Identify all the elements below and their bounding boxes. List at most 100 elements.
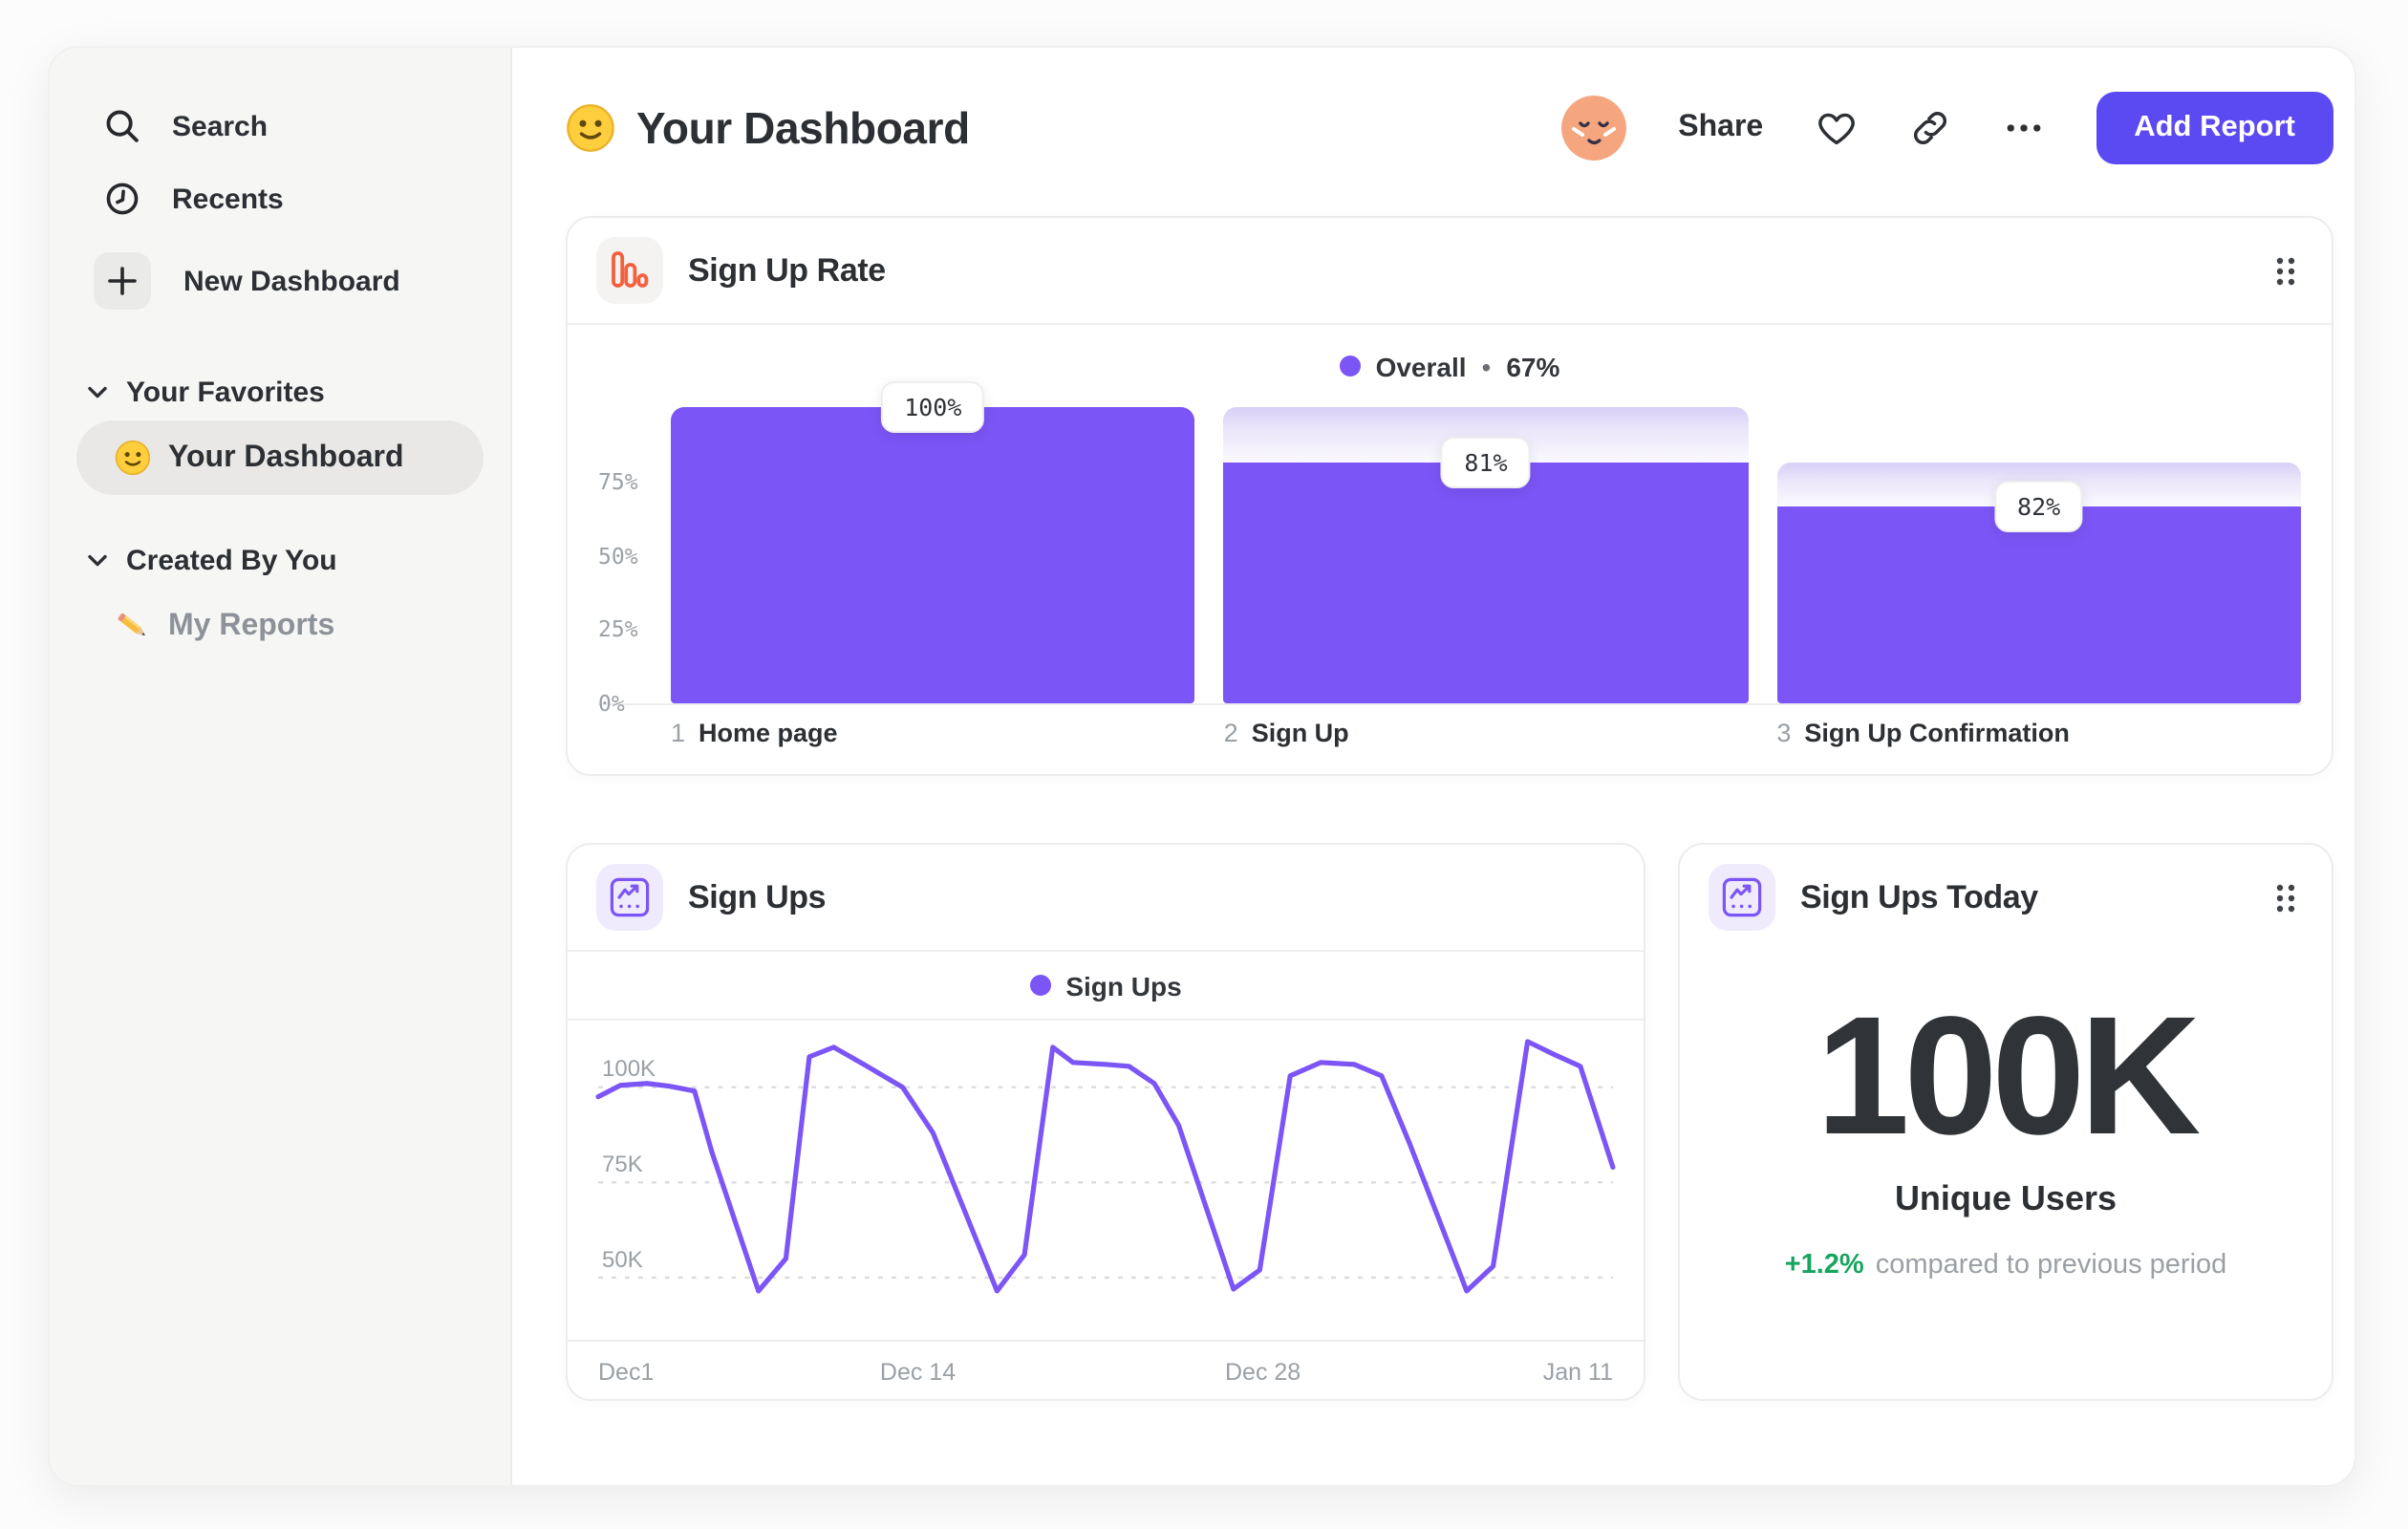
y-tick-label: 50% bbox=[598, 542, 638, 569]
page-header: Your Dashboard Share bbox=[566, 86, 2333, 170]
main-content: Your Dashboard Share bbox=[512, 48, 2354, 1485]
card-title: Sign Ups bbox=[688, 878, 827, 915]
conversion-badge: 82% bbox=[1994, 481, 2084, 533]
legend-dot bbox=[1339, 355, 1361, 377]
stat-delta-row: +1.2% compared to previous period bbox=[1785, 1250, 2227, 1281]
stat-delta-note: compared to previous period bbox=[1875, 1250, 2227, 1281]
sidebar-item-label: Your Dashboard bbox=[168, 441, 404, 473]
x-axis-line bbox=[568, 1340, 1644, 1342]
x-tick-label: Dec 14 bbox=[879, 1359, 957, 1386]
line-chart-svg bbox=[595, 1039, 1616, 1294]
sidebar-item-my-reports[interactable]: My Reports bbox=[76, 589, 484, 663]
x-tick-label: Dec1 bbox=[598, 1359, 655, 1386]
y-tick-label: 100K bbox=[602, 1055, 656, 1082]
card-title: Sign Up Rate bbox=[688, 251, 886, 288]
funnel-bars: 100% 81% 82% bbox=[671, 381, 2301, 703]
funnel-bar-fill bbox=[671, 407, 1195, 703]
funnel-plot: 75% 50% 25% 0% 100% 81% 82% bbox=[598, 381, 2301, 717]
sidebar-section-your-favorites[interactable]: Your Favorites bbox=[88, 377, 472, 409]
sidebar-item-your-dashboard[interactable]: Your Dashboard bbox=[76, 420, 484, 495]
copy-link-icon[interactable] bbox=[1908, 107, 1950, 149]
sign-ups-series-line[interactable] bbox=[595, 1039, 1616, 1294]
card-title: Sign Ups Today bbox=[1800, 878, 2038, 915]
favorite-heart-icon[interactable] bbox=[1815, 107, 1857, 149]
conversion-badge: 81% bbox=[1441, 437, 1531, 489]
sidebar: Search Recents New Dashboard bbox=[50, 48, 512, 1485]
line-legend: Sign Ups bbox=[568, 952, 1644, 1019]
legend-value: 67% bbox=[1506, 351, 1560, 381]
funnel-step-index: 2 bbox=[1223, 719, 1238, 747]
sign-ups-card: Sign Ups Sign Ups 100K 75K 50K Dec1 Dec 14 D… bbox=[566, 843, 1645, 1401]
funnel-bar[interactable]: 82% bbox=[1776, 407, 2301, 703]
sidebar-section-created-by-you[interactable]: Created By You bbox=[88, 545, 472, 577]
legend-label: Overall bbox=[1375, 351, 1467, 381]
divider bbox=[568, 1019, 1644, 1021]
stat-label: Unique Users bbox=[1894, 1179, 2118, 1217]
chevron-down-icon bbox=[88, 386, 107, 398]
y-tick-label: 0% bbox=[598, 690, 625, 717]
funnel-step-label: 2 Sign Up bbox=[1224, 719, 1749, 747]
funnel-step-name: Sign Up Confirmation bbox=[1804, 719, 2070, 747]
y-tick-label: 75% bbox=[598, 467, 638, 495]
sidebar-item-search[interactable]: Search bbox=[76, 90, 484, 162]
page-title: Your Dashboard bbox=[566, 102, 970, 154]
plus-icon bbox=[108, 267, 137, 295]
funnel-bar-fill bbox=[1776, 506, 2301, 703]
bar-chart-icon bbox=[596, 237, 663, 304]
drag-handle-icon[interactable] bbox=[2268, 880, 2303, 915]
smiley-emoji-icon bbox=[567, 104, 614, 152]
funnel-step-index: 1 bbox=[671, 719, 686, 747]
legend-dot bbox=[1029, 975, 1051, 996]
avatar-face bbox=[1561, 96, 1627, 161]
legend-label: Sign Ups bbox=[1065, 970, 1182, 1001]
divider bbox=[568, 950, 1644, 952]
search-icon bbox=[106, 110, 139, 142]
chevron-down-icon bbox=[88, 554, 107, 567]
app-window: Search Recents New Dashboard bbox=[48, 46, 2356, 1487]
sidebar-item-recents[interactable]: Recents bbox=[76, 162, 484, 235]
sidebar-section-label: Your Favorites bbox=[126, 377, 325, 409]
stat-delta: +1.2% bbox=[1784, 1250, 1864, 1281]
funnel-step-index: 3 bbox=[1776, 719, 1792, 747]
sidebar-item-new-dashboard[interactable]: New Dashboard bbox=[76, 235, 484, 327]
y-tick-label: 25% bbox=[598, 615, 638, 643]
sidebar-item-label: New Dashboard bbox=[183, 265, 400, 297]
funnel-step-name: Sign Up bbox=[1251, 719, 1349, 747]
line-chart-icon bbox=[1709, 864, 1775, 931]
clock-icon bbox=[106, 183, 139, 215]
sign-up-rate-card: Sign Up Rate Overall • 67% bbox=[566, 216, 2333, 776]
sidebar-item-label: Recents bbox=[172, 183, 284, 215]
share-button[interactable]: Share bbox=[1678, 111, 1764, 143]
bottom-row: Sign Ups Sign Ups 100K 75K 50K Dec1 Dec 14 D… bbox=[566, 843, 2333, 1401]
y-tick-label: 75K bbox=[602, 1151, 643, 1177]
card-header: Sign Ups Today bbox=[1680, 845, 2332, 950]
pencil-emoji-icon bbox=[118, 613, 145, 635]
funnel-step-name: Home page bbox=[699, 719, 838, 747]
more-options-icon[interactable] bbox=[2002, 107, 2044, 149]
avatar[interactable] bbox=[1561, 96, 1627, 161]
funnel-chart: 75% 50% 25% 0% 100% 81% 82% 1 Home page 2 Sign U… bbox=[568, 381, 2332, 747]
plus-icon-box bbox=[94, 252, 151, 310]
add-report-button[interactable]: Add Report bbox=[2096, 92, 2333, 164]
drag-handle-icon[interactable] bbox=[2268, 253, 2303, 288]
sidebar-item-label: Search bbox=[172, 110, 269, 142]
funnel-legend: Overall • 67% bbox=[568, 325, 2332, 407]
stat-body: 100K Unique Users +1.2% compared to previ… bbox=[1680, 950, 2332, 1399]
sidebar-section-label: Created By You bbox=[126, 545, 337, 577]
line-chart-icon bbox=[596, 864, 663, 931]
legend-separator: • bbox=[1481, 351, 1492, 381]
funnel-bar[interactable]: 81% bbox=[1223, 407, 1749, 703]
funnel-step-label: 1 Home page bbox=[671, 719, 1195, 747]
y-axis-ticks: 75% 50% 25% 0% bbox=[598, 407, 663, 718]
conversion-badge: 100% bbox=[881, 381, 985, 433]
stat-value: 100K bbox=[1816, 980, 2202, 1170]
x-tick-label: Jan 11 bbox=[1542, 1359, 1613, 1386]
funnel-bar-fill bbox=[1223, 463, 1749, 703]
smiley-emoji-icon bbox=[115, 440, 151, 476]
funnel-bar[interactable]: 100% bbox=[671, 381, 1195, 703]
header-actions: Share Add Report bbox=[1561, 92, 2333, 164]
card-header: Sign Ups bbox=[568, 845, 1644, 950]
line-chart-plot: 100K 75K 50K bbox=[595, 1021, 1616, 1340]
x-tick-label: Dec 28 bbox=[1224, 1359, 1301, 1386]
